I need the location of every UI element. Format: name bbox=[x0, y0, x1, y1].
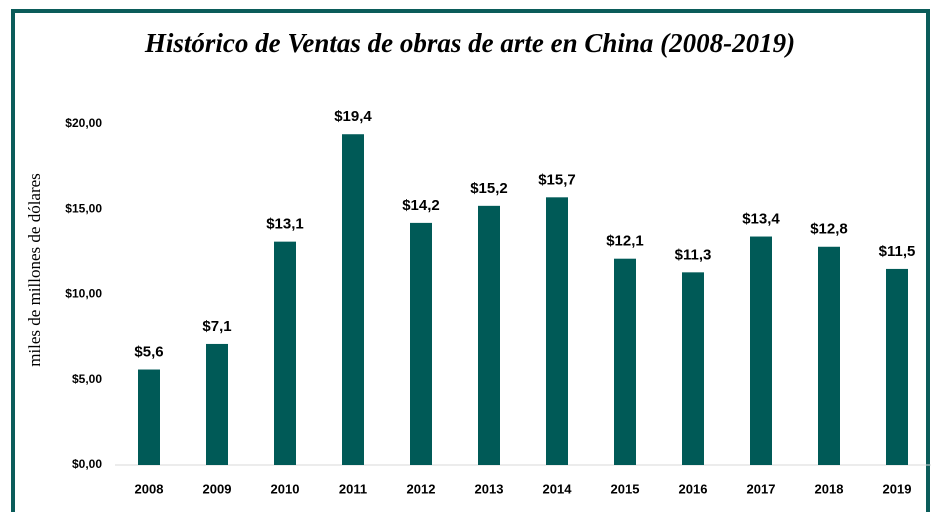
y-tick-label: $10,00 bbox=[65, 287, 102, 301]
x-tick-label: 2018 bbox=[815, 481, 844, 496]
x-tick-label: 2013 bbox=[475, 481, 504, 496]
bar bbox=[342, 134, 364, 466]
bar bbox=[410, 222, 432, 465]
x-tick-label: 2012 bbox=[407, 481, 436, 496]
y-tick-label: $0,00 bbox=[72, 457, 102, 471]
bar bbox=[682, 272, 704, 465]
value-label: $13,4 bbox=[742, 210, 780, 227]
bar bbox=[546, 197, 568, 465]
value-label: $7,1 bbox=[202, 318, 231, 335]
x-tick-label: 2008 bbox=[135, 481, 164, 496]
x-tick-label: 2011 bbox=[339, 481, 367, 496]
frame bbox=[11, 9, 930, 512]
value-label: $14,2 bbox=[402, 197, 440, 214]
bar bbox=[274, 241, 296, 465]
bar bbox=[818, 246, 840, 465]
x-tick-label: 2009 bbox=[203, 481, 232, 496]
y-axis-label: miles de millones de dólares bbox=[25, 173, 44, 367]
x-tick-label: 2010 bbox=[271, 481, 300, 496]
chart-title: Histórico de Ventas de obras de arte en … bbox=[144, 28, 795, 58]
y-tick-label: $15,00 bbox=[65, 201, 102, 215]
y-tick-label: $20,00 bbox=[65, 116, 102, 130]
x-tick-label: 2014 bbox=[543, 481, 573, 496]
x-tick-label: 2015 bbox=[611, 481, 640, 496]
x-tick-label: 2019 bbox=[883, 481, 912, 496]
value-label: $15,7 bbox=[538, 171, 576, 188]
value-label: $19,4 bbox=[334, 108, 372, 125]
bar bbox=[206, 343, 228, 465]
value-label: $5,6 bbox=[134, 343, 163, 360]
value-label: $13,1 bbox=[266, 216, 304, 233]
x-tick-label: 2016 bbox=[679, 481, 708, 496]
value-label: $11,5 bbox=[879, 243, 916, 260]
bar bbox=[750, 236, 772, 465]
bar bbox=[614, 258, 636, 465]
bar bbox=[138, 369, 160, 465]
x-tick-label: 2017 bbox=[747, 481, 776, 496]
value-label: $12,8 bbox=[810, 221, 848, 238]
y-tick-label: $5,00 bbox=[72, 372, 102, 386]
value-label: $12,1 bbox=[606, 233, 644, 250]
value-label: $15,2 bbox=[470, 180, 508, 197]
bar bbox=[478, 205, 500, 465]
bar bbox=[886, 268, 908, 465]
value-label: $11,3 bbox=[675, 246, 712, 263]
